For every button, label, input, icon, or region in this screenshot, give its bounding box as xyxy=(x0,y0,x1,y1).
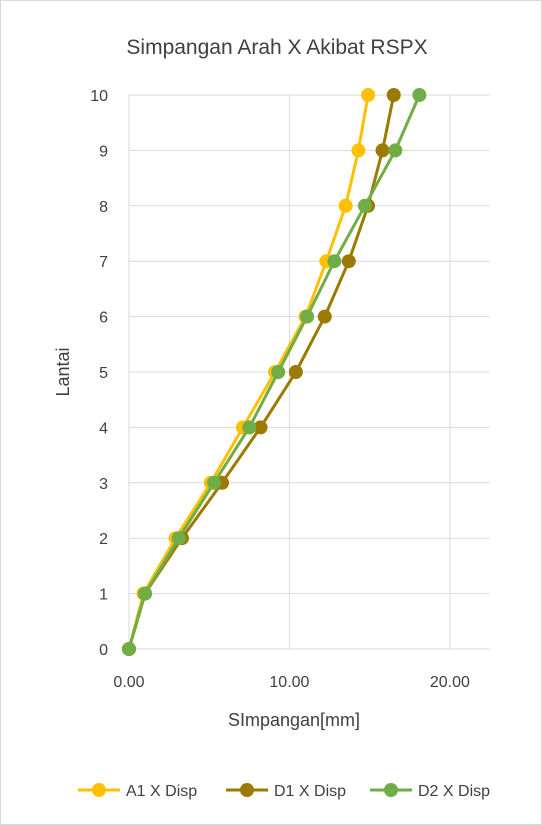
x-axis-title: SImpangan[mm] xyxy=(228,710,360,730)
legend-marker xyxy=(240,783,254,797)
data-point xyxy=(207,475,222,490)
x-tick-label: 20.00 xyxy=(430,674,470,691)
x-tick-label: 10.00 xyxy=(269,674,309,691)
y-tick-label: 5 xyxy=(99,365,108,382)
y-tick-label: 9 xyxy=(99,143,108,160)
data-point xyxy=(357,198,372,213)
data-point xyxy=(375,143,390,158)
data-point xyxy=(327,254,342,269)
x-tick-label: 0.00 xyxy=(113,674,144,691)
data-point xyxy=(341,254,356,269)
data-point xyxy=(388,143,403,158)
y-tick-label: 2 xyxy=(99,531,108,548)
data-point xyxy=(361,88,376,102)
data-point xyxy=(253,420,268,435)
y-tick-label: 8 xyxy=(99,199,108,216)
legend-label: D2 X Disp xyxy=(418,783,490,800)
data-point xyxy=(271,365,286,379)
y-tick-label: 10 xyxy=(90,88,108,105)
legend-item: D2 X Disp xyxy=(370,783,490,800)
y-tick-label: 6 xyxy=(99,310,108,327)
data-point xyxy=(288,365,303,379)
data-point xyxy=(386,88,401,102)
legend: A1 X Disp D1 X Disp D2 X Disp xyxy=(78,783,490,800)
legend-label: A1 X Disp xyxy=(126,783,197,800)
legend-marker xyxy=(384,783,398,797)
legend-label: D1 X Disp xyxy=(274,783,346,800)
y-tick-label: 3 xyxy=(99,476,108,493)
data-point xyxy=(138,586,153,601)
y-tick-label: 7 xyxy=(99,254,108,271)
data-point xyxy=(338,198,353,213)
data-point xyxy=(412,88,427,102)
y-tick-label: 4 xyxy=(99,420,108,437)
y-tick-label: 1 xyxy=(99,587,108,604)
data-point xyxy=(171,531,186,546)
y-axis-title: Lantai xyxy=(53,347,73,396)
legend-item: A1 X Disp xyxy=(78,783,197,800)
data-point xyxy=(351,143,366,158)
series-d2-x-disp xyxy=(122,88,427,656)
chart-title: Simpangan Arah X Akibat RSPX xyxy=(126,36,427,59)
legend-item: D1 X Disp xyxy=(226,783,346,800)
data-point xyxy=(317,309,332,324)
y-tick-label: 0 xyxy=(99,642,108,659)
data-point xyxy=(122,642,136,656)
data-point xyxy=(300,309,315,324)
data-point xyxy=(242,420,257,435)
legend-marker xyxy=(92,783,106,797)
